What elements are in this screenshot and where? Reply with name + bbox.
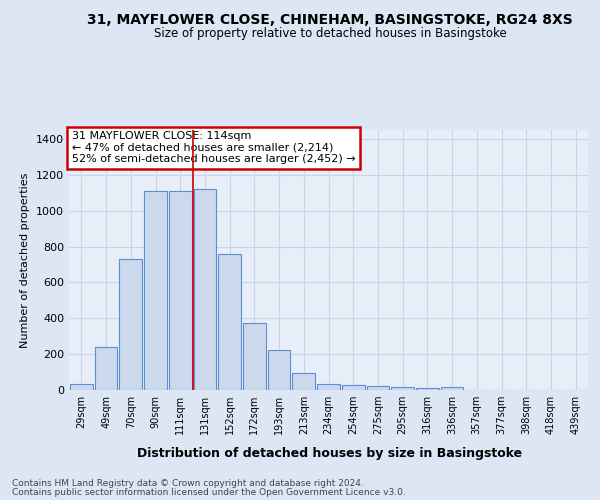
Bar bbox=[243, 323, 266, 390]
Bar bbox=[367, 386, 389, 390]
Bar bbox=[391, 388, 414, 390]
Bar bbox=[342, 384, 365, 390]
Text: 31, MAYFLOWER CLOSE, CHINEHAM, BASINGSTOKE, RG24 8XS: 31, MAYFLOWER CLOSE, CHINEHAM, BASINGSTO… bbox=[87, 12, 573, 26]
Bar bbox=[317, 384, 340, 390]
Bar bbox=[194, 189, 216, 390]
Bar bbox=[119, 259, 142, 390]
Text: Distribution of detached houses by size in Basingstoke: Distribution of detached houses by size … bbox=[137, 448, 523, 460]
Bar bbox=[218, 254, 241, 390]
Text: Contains HM Land Registry data © Crown copyright and database right 2024.: Contains HM Land Registry data © Crown c… bbox=[12, 479, 364, 488]
Y-axis label: Number of detached properties: Number of detached properties bbox=[20, 172, 31, 348]
Bar bbox=[144, 191, 167, 390]
Bar bbox=[416, 388, 439, 390]
Text: Contains public sector information licensed under the Open Government Licence v3: Contains public sector information licen… bbox=[12, 488, 406, 497]
Bar bbox=[268, 350, 290, 390]
Bar bbox=[292, 373, 315, 390]
Bar bbox=[95, 347, 118, 390]
Bar bbox=[169, 191, 191, 390]
Bar bbox=[70, 384, 93, 390]
Bar bbox=[441, 388, 463, 390]
Text: Size of property relative to detached houses in Basingstoke: Size of property relative to detached ho… bbox=[154, 28, 506, 40]
Text: 31 MAYFLOWER CLOSE: 114sqm
← 47% of detached houses are smaller (2,214)
52% of s: 31 MAYFLOWER CLOSE: 114sqm ← 47% of deta… bbox=[71, 132, 355, 164]
